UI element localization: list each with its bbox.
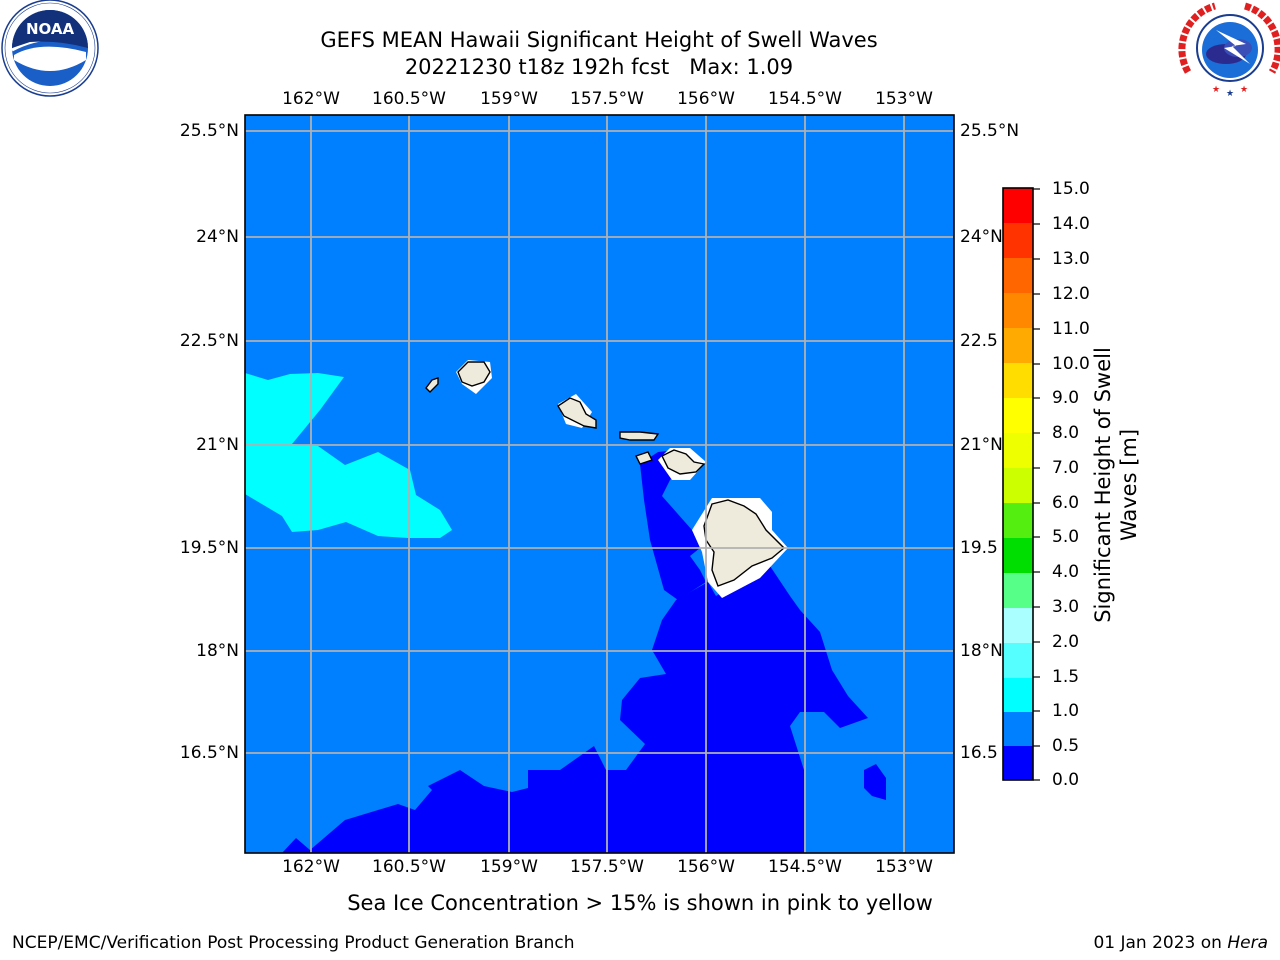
lon-tick-top: 157.5°W [570,89,644,109]
colorbar-frame [1002,187,1034,781]
colorbar-cell [1003,433,1033,468]
svg-text:★: ★ [1226,89,1234,99]
lon-tick-bottom: 159°W [480,857,538,877]
map-title: GEFS MEAN Hawaii Significant Height of S… [320,28,878,52]
colorbar-label: 3.0 [1052,597,1080,617]
colorbar-cell [1003,538,1033,573]
swell-band-0.0-0.5-channel [640,450,706,600]
colorbar-label: 5.0 [1052,527,1080,547]
colorbar-label: 0.5 [1052,736,1080,756]
run-host: Hera [1227,933,1268,953]
colorbar-label: 6.0 [1052,493,1080,513]
sea-ice-note: Sea Ice Concentration > 15% is shown in … [347,891,933,915]
swell-band-1.0-1.5 [245,373,452,538]
colorbar [1002,187,1040,781]
colorbar-label: 0.0 [1052,770,1080,790]
run-date-text: 01 Jan 2023 on [1093,933,1228,953]
colorbar-cell [1003,468,1033,503]
colorbar-label: 9.0 [1052,388,1080,408]
swell-band-0.0-0.5-islet [864,764,886,800]
colorbar-cell [1003,712,1033,746]
map-area [245,115,954,853]
noaa-logo-text: NOAA [26,20,75,38]
colorbar-label: 1.0 [1052,701,1080,721]
producer-credit: NCEP/EMC/Verification Post Processing Pr… [12,933,575,953]
colorbar-cell [1003,258,1033,293]
colorbar-label: 14.0 [1052,214,1090,234]
islands [425,361,786,587]
colorbar-label: 4.0 [1052,562,1080,582]
lon-tick-bottom: 160.5°W [372,857,446,877]
lon-tick-top: 160.5°W [372,89,446,109]
colorbar-cell [1003,503,1033,538]
colorbar-label: 13.0 [1052,249,1090,269]
map-frame [244,114,955,854]
lon-tick-top: 156°W [677,89,735,109]
lat-tick-left: 19.5°N [179,538,239,558]
colorbar-label: 10.0 [1052,354,1090,374]
colorbar-label: 12.0 [1052,284,1090,304]
run-date: 01 Jan 2023 on Hera [1093,933,1268,953]
colorbar-cell [1003,398,1033,433]
lat-tick-left: 16.5°N [179,743,239,763]
colorbar-cell [1003,608,1033,643]
island-maui [661,449,706,475]
lat-tick-left: 22.5°N [179,331,239,351]
lat-tick-left: 18°N [196,641,239,661]
colorbar-title-line1: Significant Height of Swell [1091,347,1115,623]
colorbar-cell [1003,746,1033,780]
colorbar-cell [1003,573,1033,608]
lat-tick-right: 21°N [960,435,1003,455]
lat-tick-right: 19.5 [960,538,998,558]
svg-text:★: ★ [1212,85,1220,95]
colorbar-cell [1003,328,1033,363]
island-big-island [703,499,786,587]
lon-tick-top: 162°W [282,89,340,109]
colorbar-label: 11.0 [1052,319,1090,339]
island-lanai [635,451,653,465]
svg-text:★: ★ [1240,85,1248,95]
lat-tick-right: 24°N [960,227,1003,247]
island-kauai [457,361,491,387]
map-subtitle: 20221230 t18z 192h fcst Max: 1.09 [404,55,794,79]
swell-band-0.0-0.5-south [245,566,868,853]
lat-tick-right: 18°N [960,641,1003,661]
colorbar-cell [1003,188,1033,223]
colorbar-label: 8.0 [1052,423,1080,443]
colorbar-cell [1003,293,1033,328]
lat-tick-right: 16.5 [960,743,998,763]
colorbar-cell [1003,363,1033,398]
lon-tick-top: 159°W [480,89,538,109]
lat-tick-left: 21°N [196,435,239,455]
lon-tick-top: 153°W [875,89,933,109]
island-molokai [619,431,660,441]
lon-tick-bottom: 157.5°W [570,857,644,877]
lat-tick-right: 22.5 [960,331,998,351]
island-niihau [425,377,439,393]
colorbar-label: 1.5 [1052,667,1080,687]
lat-tick-left: 25.5°N [179,121,239,141]
lon-tick-top: 154.5°W [768,89,842,109]
lon-tick-bottom: 153°W [875,857,933,877]
lon-tick-bottom: 162°W [282,857,340,877]
lon-tick-bottom: 156°W [677,857,735,877]
graticule [245,115,954,853]
colorbar-cell [1003,678,1033,712]
lon-tick-bottom: 154.5°W [768,857,842,877]
colorbar-label: 2.0 [1052,632,1080,652]
noaa-logo: NOAA [1,0,99,97]
colorbar-cell [1003,223,1033,258]
lat-tick-left: 24°N [196,227,239,247]
lat-tick-right: 25.5°N [960,121,1020,141]
colorbar-label: 15.0 [1052,179,1090,199]
colorbar-cell [1003,643,1033,678]
colorbar-title-line2: Waves [m] [1117,428,1141,542]
nws-logo: ★ ★ ★ [1178,0,1280,99]
island-oahu [557,397,597,429]
colorbar-label: 7.0 [1052,458,1080,478]
